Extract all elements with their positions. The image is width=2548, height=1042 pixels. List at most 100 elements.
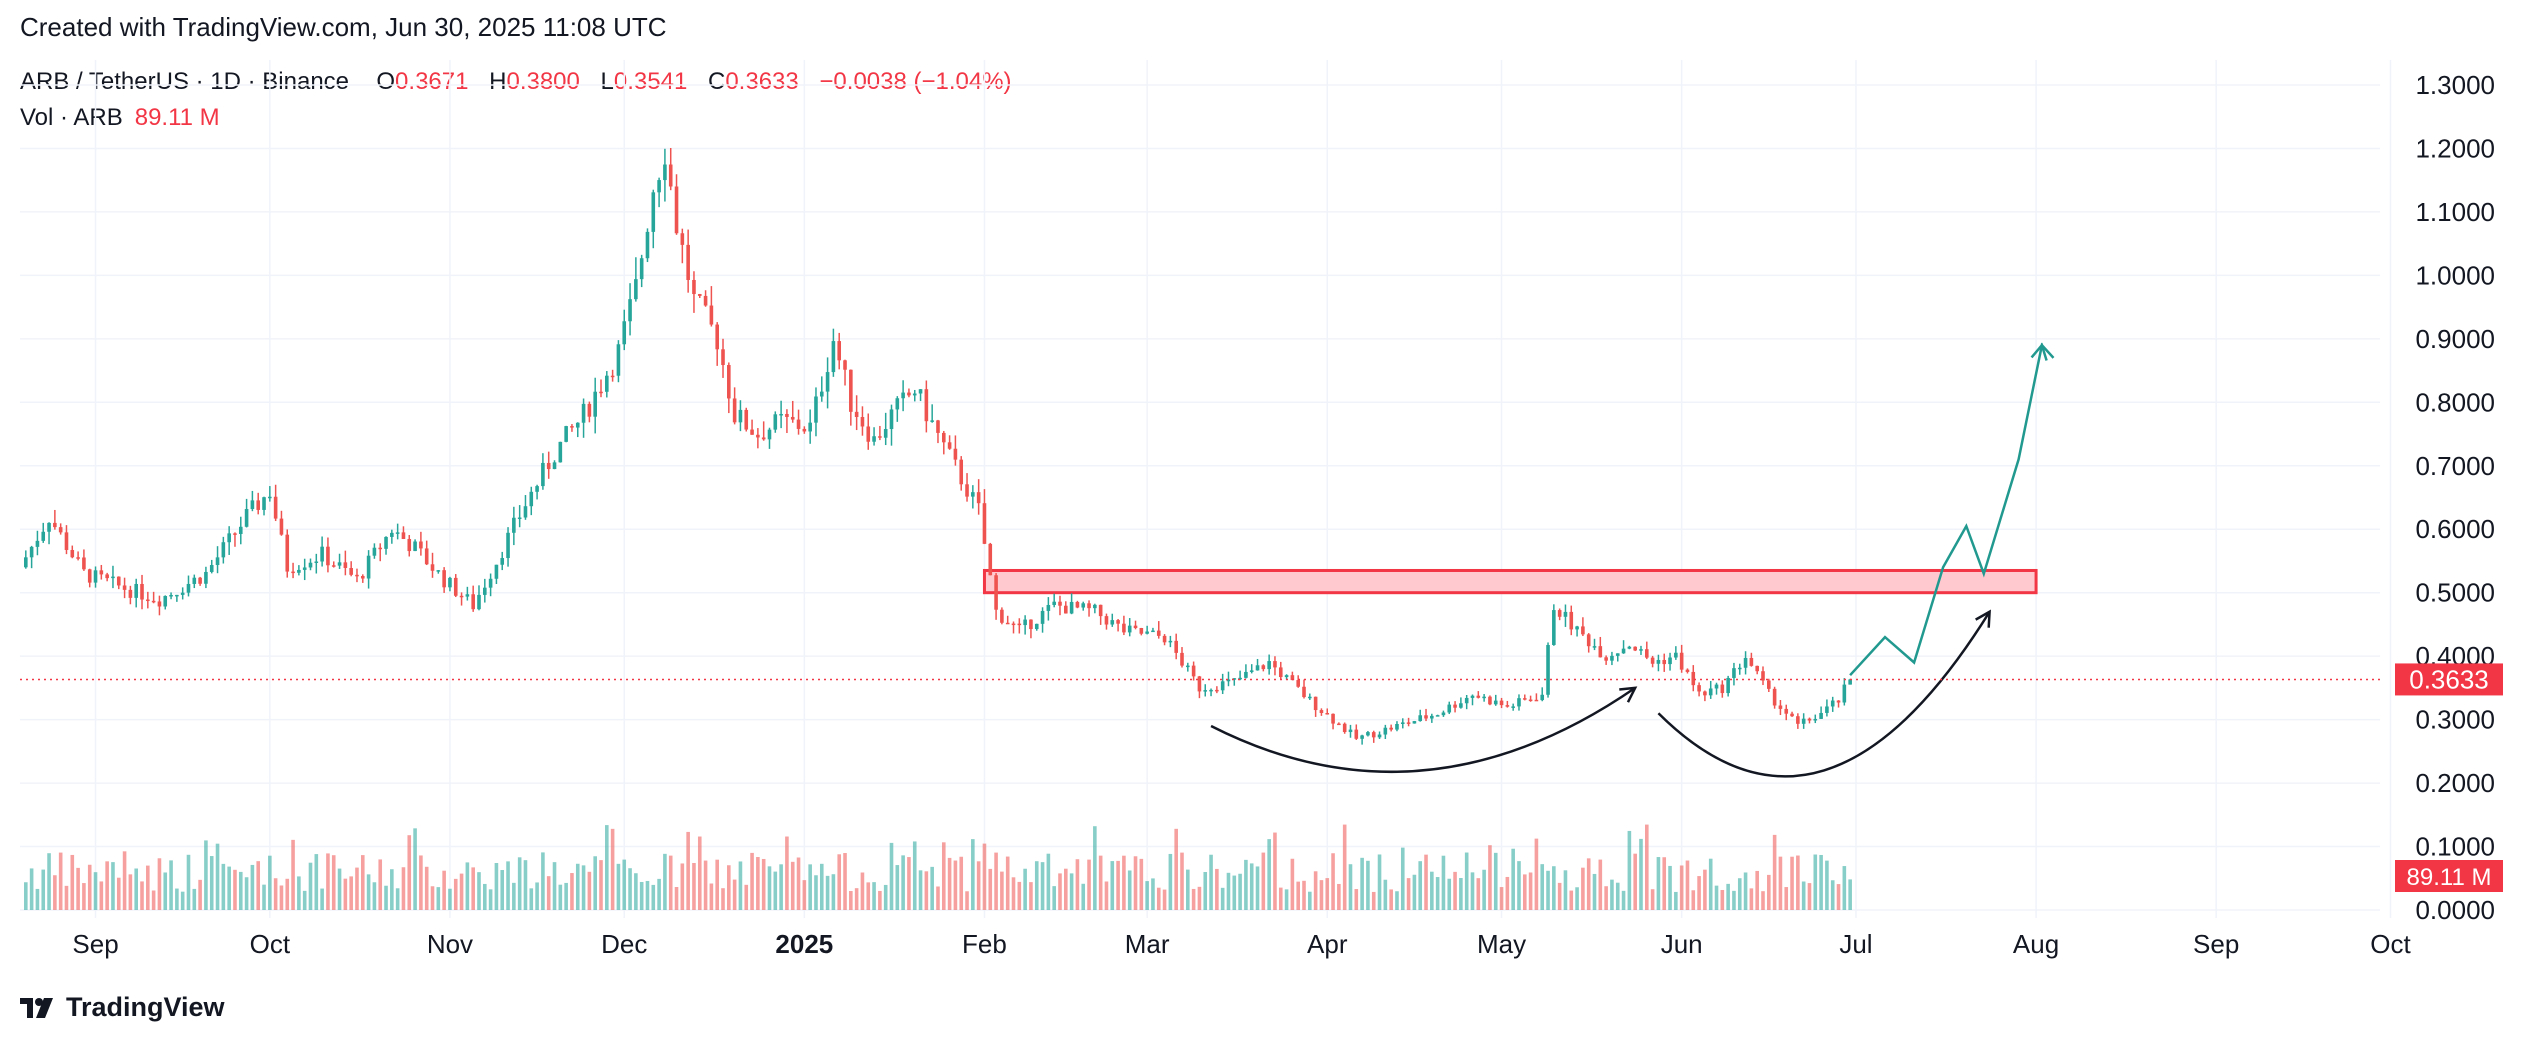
candle (1563, 611, 1568, 617)
candle (221, 542, 226, 558)
volume-bar (872, 882, 876, 910)
volume-bar (727, 865, 731, 910)
candle (1325, 713, 1330, 715)
candle (924, 389, 929, 422)
candle (1337, 723, 1341, 726)
candle (814, 396, 818, 423)
volume-bar (761, 858, 766, 910)
candle (1679, 652, 1684, 670)
volume-bar (355, 867, 359, 910)
volume-bar (1842, 866, 1847, 910)
candle (1598, 646, 1603, 658)
volume-bar (58, 852, 63, 910)
candle (825, 372, 830, 392)
volume-bar (1261, 852, 1266, 910)
volume-bar (297, 876, 301, 910)
candle (831, 341, 836, 373)
candle (1772, 688, 1777, 706)
volume-bar (1249, 863, 1254, 910)
volume-bar (616, 863, 621, 910)
volume-bar (47, 853, 51, 910)
volume-bar (1743, 872, 1748, 910)
volume-bar (564, 882, 568, 910)
volume-bar (546, 876, 551, 910)
volume-bar (1220, 887, 1225, 910)
candle (541, 462, 545, 487)
candle (47, 522, 51, 532)
price-tick-label: 0.3000 (2415, 705, 2495, 735)
candle (419, 541, 423, 549)
symbol-name[interactable]: ARB / TetherUS · 1D · Binance (20, 68, 350, 95)
candle (204, 571, 208, 584)
candle (1610, 655, 1614, 661)
candle (53, 522, 57, 528)
volume-bar (163, 872, 168, 910)
candle (268, 496, 272, 499)
candle (1156, 630, 1161, 636)
curve-arrow-2 (1657, 611, 1991, 778)
volume-bar (965, 891, 969, 910)
candle (639, 258, 644, 280)
volume-bar (959, 856, 964, 910)
volume-label[interactable]: Vol · ARB (20, 104, 123, 131)
volume-bar (1406, 878, 1411, 910)
tradingview-logo-icon (20, 997, 53, 1018)
time-tick-label: Feb (962, 929, 1007, 959)
candle (802, 428, 807, 432)
candle (1278, 667, 1283, 678)
volume-bar (453, 878, 458, 910)
candle (227, 533, 231, 543)
volume-bar (1383, 879, 1388, 910)
candle (512, 517, 516, 533)
candle (657, 180, 661, 193)
volume-bar (76, 867, 80, 910)
candle (517, 517, 522, 520)
volume-bar (430, 886, 435, 910)
volume-bar (1819, 854, 1823, 910)
candle (256, 500, 261, 510)
candle (1441, 712, 1446, 716)
volume-bar (70, 854, 75, 910)
candle (941, 432, 946, 443)
volume-bar (227, 866, 231, 910)
candle (1581, 626, 1585, 635)
volume-bar (558, 884, 563, 910)
volume-bar (1825, 860, 1829, 910)
candle (378, 547, 383, 550)
volume-bar (436, 887, 441, 910)
candle (1017, 623, 1022, 626)
candle (82, 557, 86, 570)
candle (819, 391, 824, 397)
volume-bar (151, 890, 156, 910)
volume-bar (1801, 881, 1806, 910)
candle (732, 398, 737, 423)
candle (1249, 670, 1254, 672)
candle (1313, 696, 1318, 711)
candle (889, 409, 894, 430)
volume-bar (523, 860, 528, 910)
price-tick-label: 0.9000 (2415, 324, 2495, 354)
candle (1528, 699, 1533, 702)
volume-bar (343, 878, 348, 910)
candle (959, 459, 964, 485)
curve-arrow-1-arrowhead (1619, 686, 1638, 703)
candle (1151, 630, 1155, 633)
price-tick-label: 1.1000 (2415, 197, 2495, 227)
volume-bar (1040, 862, 1045, 910)
candle (1488, 696, 1492, 705)
candle (1331, 713, 1335, 724)
candle (1098, 604, 1103, 617)
candle (1000, 609, 1004, 623)
volume-bar (825, 875, 830, 910)
volume-bar (837, 854, 842, 910)
volume-bar (796, 857, 801, 910)
volume-bar (1534, 838, 1539, 910)
candle (1087, 603, 1091, 609)
candle (971, 492, 975, 497)
volume-bar (535, 882, 539, 910)
candle (471, 594, 475, 610)
volume-bar (1348, 864, 1353, 910)
candle (1011, 623, 1016, 626)
volume-bar (238, 871, 243, 910)
